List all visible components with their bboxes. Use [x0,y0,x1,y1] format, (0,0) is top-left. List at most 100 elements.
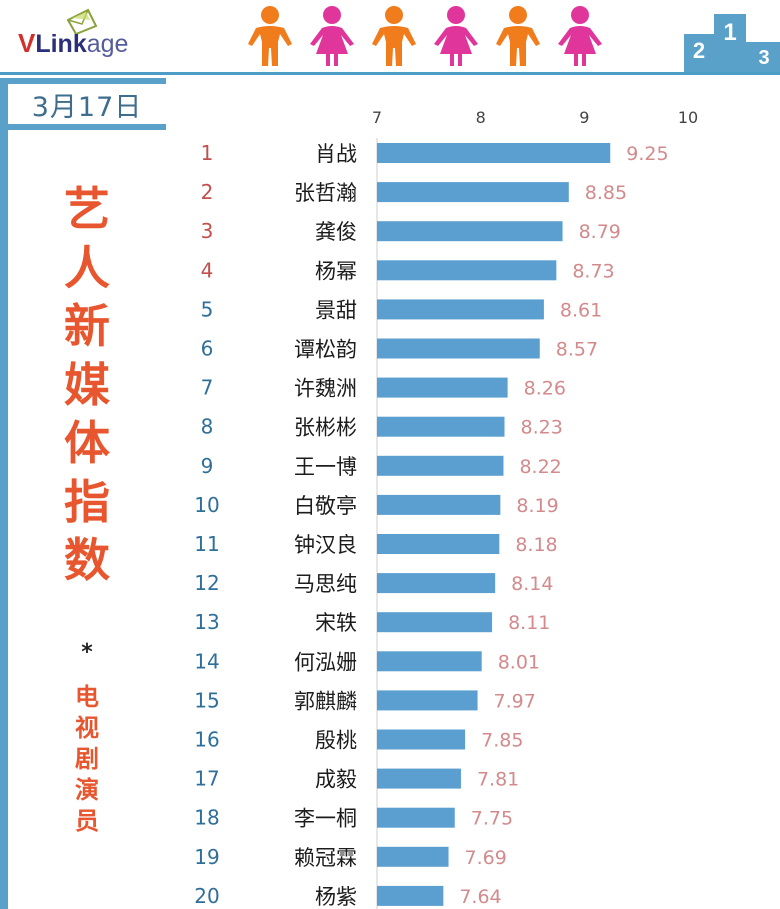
rank-label: 19 [194,845,219,869]
category-label: 马思纯 [294,572,357,596]
bar-row: 19 赖冠霖 7.69 [194,845,507,870]
bar [377,807,455,828]
vlinkage-logo: VLinkage [18,6,168,62]
side-subtitle-char: 员 [75,807,99,835]
bar [377,143,611,163]
bar [377,221,563,242]
bar [377,885,444,906]
female-figure-icon [310,6,354,66]
male-figure-icon [372,6,416,66]
rank-label: 15 [194,688,219,712]
bar-row: 2 张哲瀚 8.85 [201,180,627,205]
side-star: * [81,640,93,665]
bar [377,182,569,203]
logo-text: VLinkage [18,28,128,59]
category-label: 殷桃 [315,729,357,753]
category-label: 王一博 [294,455,357,479]
date-label: 3月17日 [31,91,143,123]
rank-label: 17 [194,767,219,791]
value-label: 8.61 [560,299,602,321]
bar [377,260,557,281]
bar [377,377,508,398]
value-label: 8.57 [556,339,598,361]
value-label: 8.22 [519,456,561,478]
bar-row: 11 钟汉良 8.18 [194,532,557,557]
rank-label: 8 [201,415,214,439]
male-figure-icon [496,6,540,66]
logo-part-age: age [86,30,129,58]
value-label: 7.75 [471,808,513,830]
value-label: 8.18 [515,534,557,556]
bar [377,768,461,789]
category-label: 张彬彬 [294,416,357,440]
side-title-char: 艺 [64,182,110,236]
bar-row: 1 肖战 9.25 [201,141,669,166]
bar [377,690,478,711]
rank-label: 14 [194,649,219,673]
side-title-char: 数 [64,533,110,587]
value-label: 8.11 [508,612,550,634]
value-label: 8.19 [516,495,558,517]
bar [377,612,493,633]
bar [377,338,540,359]
rank-label: 12 [194,571,219,595]
value-label: 7.69 [465,847,507,869]
side-title: 艺 人 新 媒 体 指 数 [8,180,166,590]
value-label: 8.26 [524,378,566,400]
bar-row: 8 张彬彬 8.23 [201,415,563,440]
bar [377,534,500,554]
x-tick-label: 9 [579,108,589,127]
category-label: 白敬亭 [294,494,357,518]
bar [377,651,482,672]
category-label: 赖冠霖 [294,846,357,870]
side-subtitle-char: 演 [75,776,99,804]
category-label: 龚俊 [315,220,357,244]
podium-icon: 2 1 3 [684,14,780,74]
podium-number-3: 3 [758,47,769,69]
category-label: 谭松韵 [294,338,357,362]
category-label: 景甜 [315,298,357,322]
side-title-char: 体 [64,416,110,470]
bar-row: 9 王一博 8.22 [201,454,562,479]
rank-label: 7 [201,376,214,400]
side-subtitle-char: 剧 [75,745,99,773]
value-label: 8.85 [585,182,627,204]
bar [377,416,505,437]
value-label: 9.25 [626,143,668,165]
rank-label: 13 [194,610,219,634]
logo-part-v: V [18,28,36,58]
side-subtitle-char: 电 [75,683,99,711]
rank-label: 3 [201,219,214,243]
header-divider [0,72,780,75]
bar-row: 10 白敬亭 8.19 [194,493,558,518]
rank-label: 18 [194,806,219,830]
bar [377,846,449,867]
bar [377,494,501,515]
x-tick-label: 8 [476,108,486,127]
bar-row: 4 杨幂 8.73 [201,258,615,283]
category-label: 郭麒麟 [294,689,357,713]
category-label: 杨幂 [315,259,357,283]
male-figure-icon [248,6,292,66]
value-label: 8.23 [521,417,563,439]
header: VLinkage 2 1 3 [0,0,780,74]
bar-rows: 1 肖战 9.25 2 张哲瀚 8.85 3 龚俊 8.79 4 杨幂 8.73 5 景甜 8.61 6 谭松韵… [194,141,668,909]
category-label: 许魏洲 [294,377,357,401]
bar-row: 15 郭麒麟 7.97 [194,688,536,713]
female-figure-icon [434,6,478,66]
x-tick-label: 10 [678,108,698,127]
x-axis-ticks: 7 8 9 10 [372,108,698,127]
rank-label: 6 [201,337,214,361]
side-title-char: 媒 [64,357,110,412]
bar-row: 7 许魏洲 8.26 [201,376,566,401]
category-label: 成毅 [315,768,357,792]
rank-label: 2 [201,180,214,204]
bar-row: 18 李一桐 7.75 [194,806,513,831]
rank-label: 4 [201,258,214,282]
bar [377,455,504,476]
rank-label: 5 [201,297,214,321]
category-label: 钟汉良 [294,533,357,557]
side-title-char: 指 [64,474,110,529]
podium-number-1: 1 [723,19,736,46]
